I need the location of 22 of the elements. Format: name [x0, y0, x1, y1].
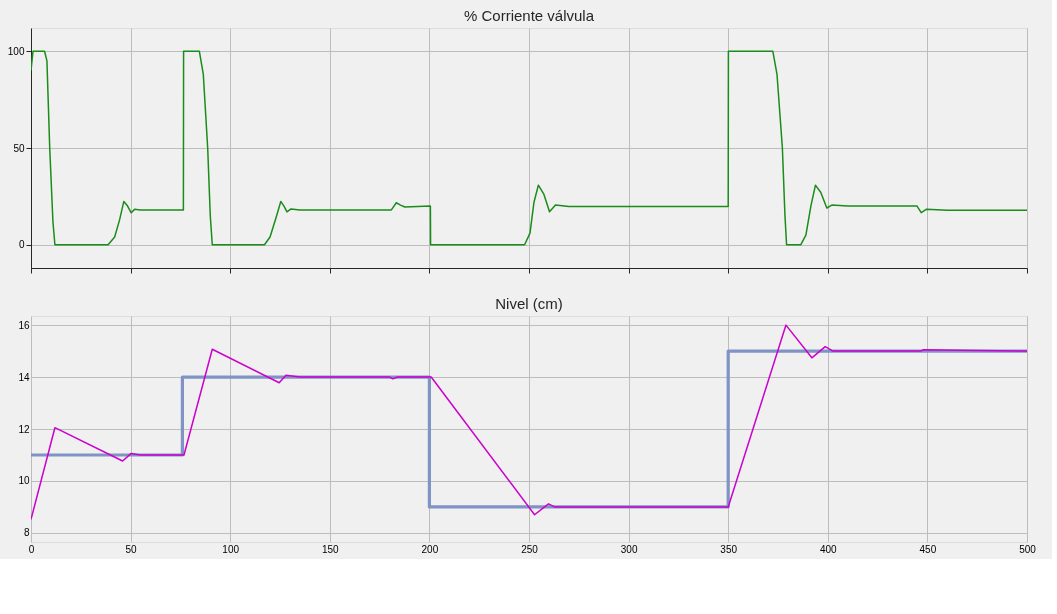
x-tick-label: 50 [125, 543, 138, 555]
y-tick-label: 8 [23, 527, 30, 539]
x-tick-label: 150 [321, 543, 340, 555]
y-tick-label: 50 [13, 142, 25, 154]
line-series [31, 324, 1027, 521]
x-tick-label: 250 [521, 543, 539, 555]
x-tick-label: 450 [919, 543, 937, 555]
y-tick-label: 100 [7, 45, 25, 57]
y-tick-label: 0 [18, 239, 25, 251]
chart-title: % Corriente válvula [463, 7, 595, 24]
y-tick-label: 12 [18, 423, 30, 435]
y-tick-label: 14 [18, 371, 30, 383]
chart-title: Nivel (cm) [495, 295, 563, 312]
y-tick-label: 10 [18, 475, 30, 487]
x-tick-label: 200 [421, 543, 439, 555]
line-series [31, 50, 1027, 246]
y-tick-label: 16 [18, 319, 30, 331]
x-tick-label: 300 [620, 543, 638, 555]
x-tick-label: 350 [720, 543, 738, 555]
x-tick-label: 400 [819, 543, 838, 555]
x-tick-label: 100 [222, 543, 240, 555]
x-tick-label: 500 [1019, 543, 1037, 555]
